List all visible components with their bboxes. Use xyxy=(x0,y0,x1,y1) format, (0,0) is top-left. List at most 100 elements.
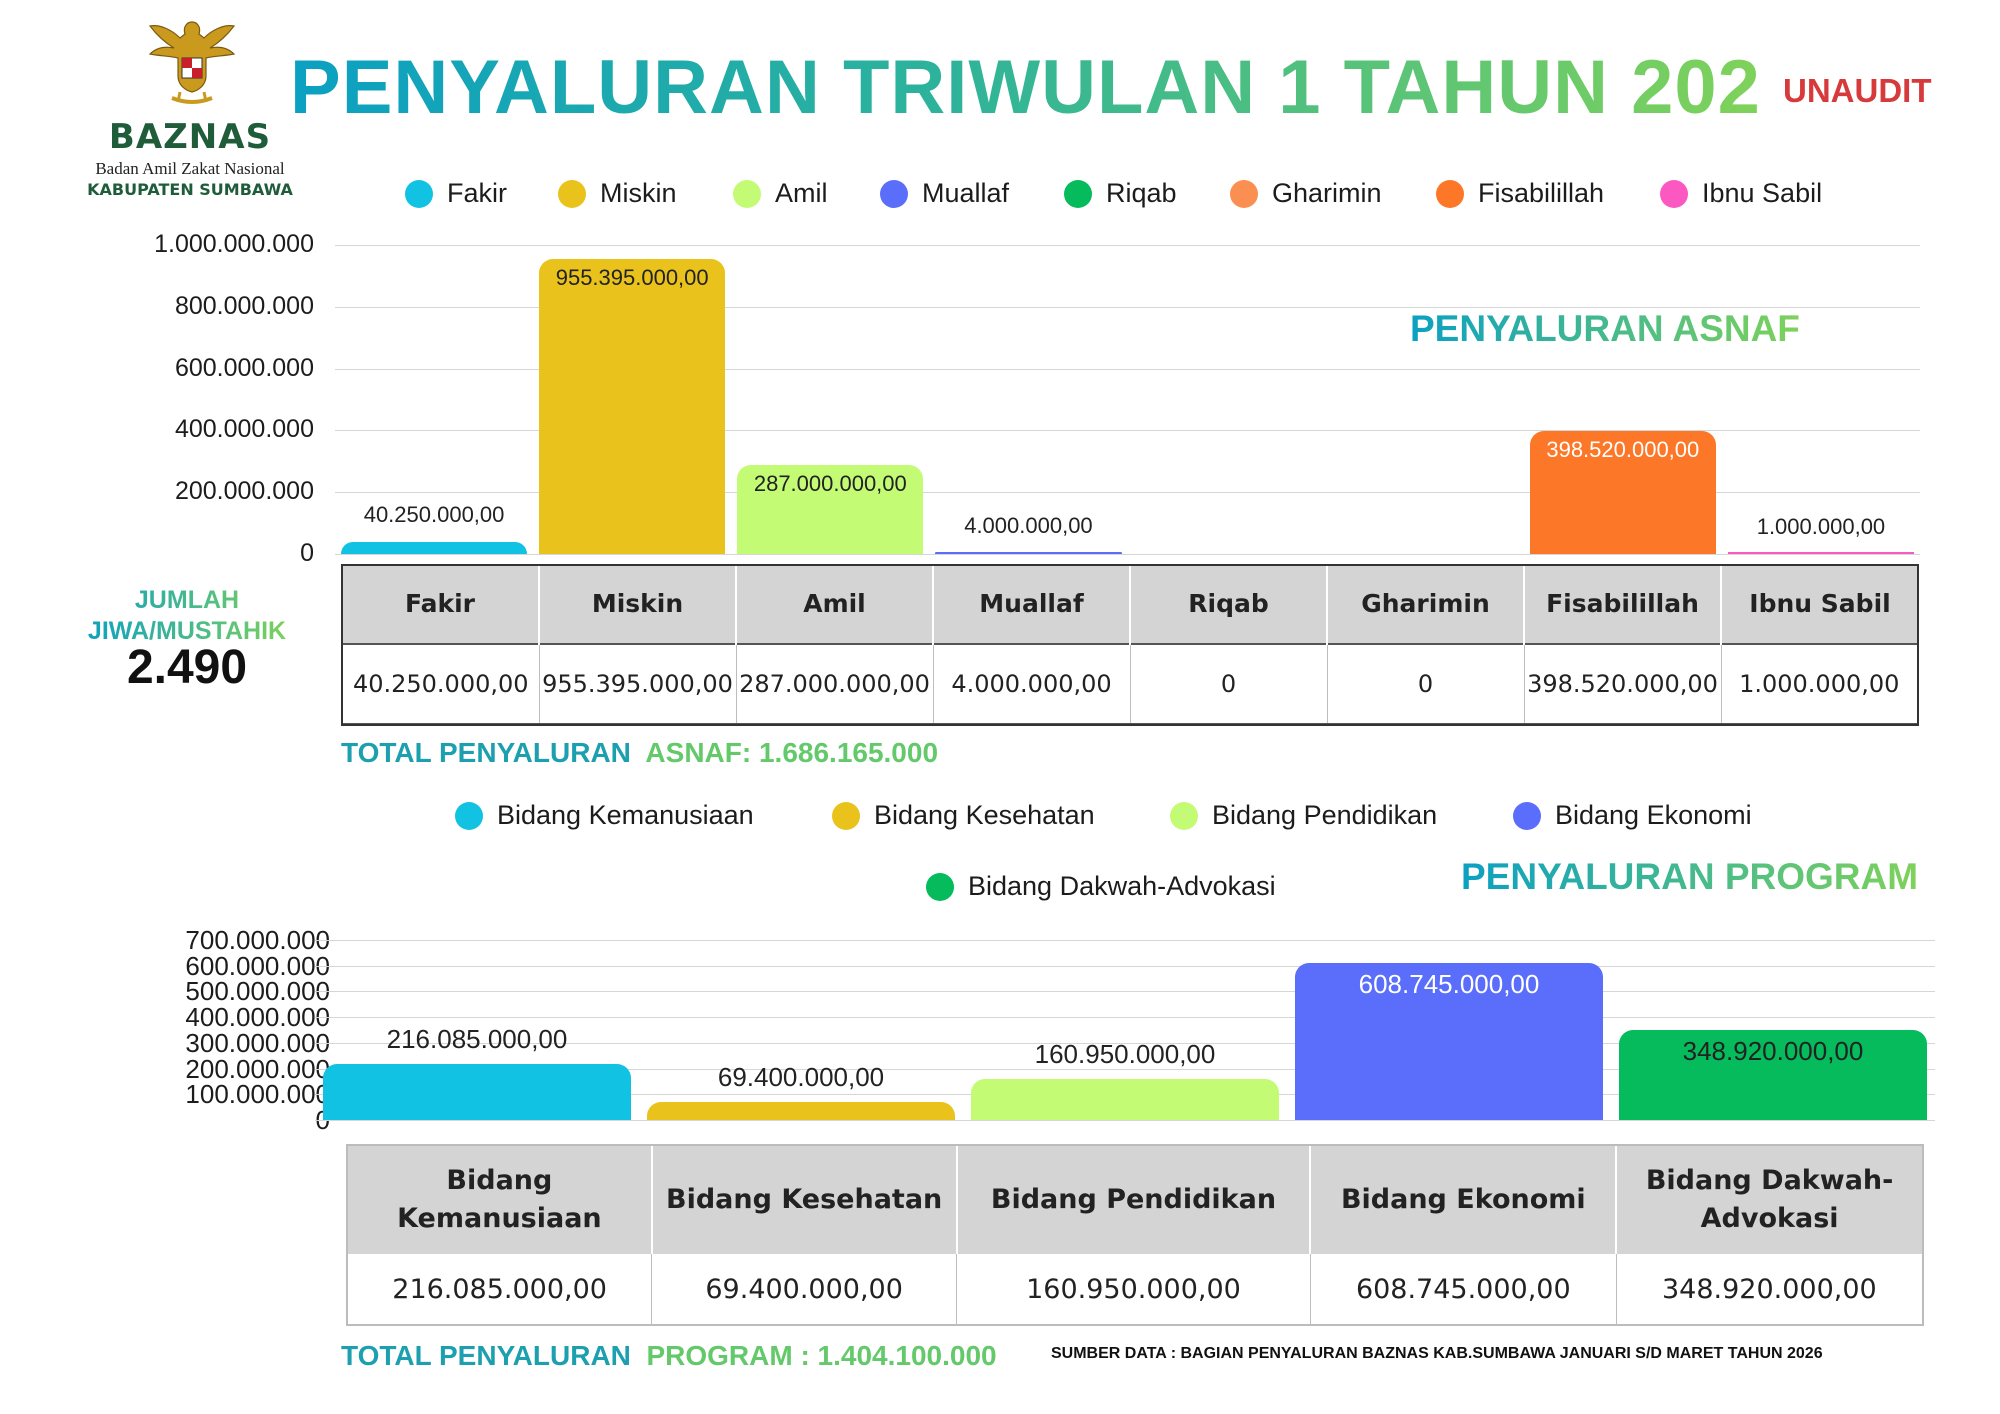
legend-marker xyxy=(926,872,954,901)
gridline xyxy=(315,965,1935,967)
program-total-label: TOTAL PENYALURAN xyxy=(341,1340,631,1371)
bar-fisabilillah xyxy=(1529,430,1716,554)
garuda-emblem-icon xyxy=(148,21,236,104)
table-header: Ibnu Sabil xyxy=(1721,564,1918,644)
table-cell: 69.400.000,00 xyxy=(651,1254,958,1324)
bar-fakir xyxy=(341,541,528,554)
table-cell: 0 xyxy=(1130,644,1328,724)
page-title: PENYALURAN TRIWULAN 1 TAHUN 2026 xyxy=(290,45,1805,130)
y-tick-label: 700.000.000 xyxy=(185,925,330,955)
y-tick-label: 0 xyxy=(300,539,314,567)
legend-item-ibnu-sabil: Ibnu Sabil xyxy=(1660,178,1822,209)
bar-value-label: 216.085.000,00 xyxy=(386,1024,568,1055)
gridline xyxy=(335,306,1920,308)
asnaf-total-label: TOTAL PENYALURAN xyxy=(341,737,631,768)
bar-value-label: 40.250.000,00 xyxy=(363,501,505,527)
y-tick-label: 400.000.000 xyxy=(185,1002,330,1033)
table-header: Bidang Dakwah-Advokasi xyxy=(1616,1146,1922,1254)
table-cell: 160.950.000,00 xyxy=(956,1254,1311,1324)
asnaf-total-value: ASNAF: 1.686.165.000 xyxy=(645,737,939,768)
table-header: Muallaf xyxy=(933,564,1131,644)
legend-marker xyxy=(832,801,860,830)
asnaf-table: Fakir Miskin Amil Muallaf Riqab Gharimin… xyxy=(341,564,1919,725)
table-header: Fisabilillah xyxy=(1524,564,1722,644)
bar-value-label: 160.950.000,00 xyxy=(1034,1038,1216,1069)
unaudit-badge: UNAUDIT xyxy=(1783,72,1932,109)
legend-marker xyxy=(558,179,586,208)
bar-bidang-dakwah-advokasi xyxy=(1619,1030,1927,1120)
table-header: Bidang Ekonomi xyxy=(1310,1146,1618,1254)
bar-muallaf xyxy=(935,552,1122,554)
table-cell: 4.000.000,00 xyxy=(933,644,1131,724)
legend-label: Bidang Kemanusiaan xyxy=(497,800,754,830)
bar-bidang-ekonomi xyxy=(1295,963,1603,1120)
legend-label: Amil xyxy=(775,178,828,208)
table-header: Amil xyxy=(736,564,934,644)
table-row: 216.085.000,00 69.400.000,00 160.950.000… xyxy=(348,1254,1922,1324)
y-tick-label: 200.000.000 xyxy=(185,1053,330,1084)
legend-label: Bidang Pendidikan xyxy=(1212,800,1438,830)
bar-miskin xyxy=(539,258,726,554)
bar-value-label: 348.920.000,00 xyxy=(1682,1036,1864,1067)
legend-label: Fisabilillah xyxy=(1478,178,1605,208)
table-cell: 40.250.000,00 xyxy=(342,644,540,724)
y-tick-label: 200.000.000 xyxy=(174,477,314,506)
legend-item-pendidikan: Bidang Pendidikan xyxy=(1170,800,1437,831)
logo-brand: BAZNAS xyxy=(108,117,272,157)
table-header: Bidang Kesehatan xyxy=(651,1146,958,1254)
legend-label: Muallaf xyxy=(922,178,1010,208)
legend-item-riqab: Riqab xyxy=(1064,178,1177,209)
legend-label: Bidang Kesehatan xyxy=(874,800,1095,830)
legend-item-fisabilillah: Fisabilillah xyxy=(1436,178,1604,209)
table-header: Gharimin xyxy=(1327,564,1525,644)
gridline xyxy=(335,554,1920,555)
y-tick-label: 600.000.000 xyxy=(174,353,314,382)
table-header-row: Fakir Miskin Amil Muallaf Riqab Gharimin… xyxy=(342,564,1918,644)
bar-bidang-kemanusiaan xyxy=(323,1064,631,1120)
legend-item-ekonomi: Bidang Ekonomi xyxy=(1513,800,1752,831)
source-note: SUMBER DATA : BAGIAN PENYALURAN BAZNAS K… xyxy=(1051,1345,1823,1362)
legend-marker xyxy=(1660,179,1688,208)
table-header-row: Bidang Kemanusiaan Bidang Kesehatan Bida… xyxy=(348,1146,1922,1254)
bar-value-label: 69.400.000,00 xyxy=(717,1062,885,1093)
gridline xyxy=(335,245,1920,246)
y-tick-label: 1.000.000.000 xyxy=(154,230,314,258)
gridline xyxy=(315,1120,1935,1121)
bar-amil xyxy=(737,465,924,554)
bar-value-label: 955.395.000,00 xyxy=(555,264,709,290)
gridline xyxy=(315,940,1935,941)
y-tick-label: 100.000.000 xyxy=(185,1079,330,1110)
program-table: Bidang Kemanusiaan Bidang Kesehatan Bida… xyxy=(348,1146,1922,1324)
legend-item-fakir: Fakir xyxy=(405,178,507,209)
logo-region: KABUPATEN SUMBAWA xyxy=(87,180,293,199)
table-cell: 955.395.000,00 xyxy=(539,644,737,724)
legend-item-dakwah: Bidang Dakwah-Advokasi xyxy=(926,871,1276,902)
legend-item-amil: Amil xyxy=(733,178,828,209)
table-cell: 1.000.000,00 xyxy=(1739,670,1900,698)
table-cell: 0 xyxy=(1327,644,1525,724)
jumlah-jiwa-value: 2.490 xyxy=(126,641,248,694)
bar-value-label: 4.000.000,00 xyxy=(964,512,1093,538)
table-header: Riqab xyxy=(1130,564,1328,644)
gridline xyxy=(315,1017,1935,1019)
gridline xyxy=(335,492,1920,494)
bar-value-label: 1.000.000,00 xyxy=(1756,513,1886,539)
table-header: Bidang Pendidikan xyxy=(956,1146,1312,1254)
legend-marker xyxy=(1513,801,1541,830)
legend-item-kesehatan: Bidang Kesehatan xyxy=(832,800,1095,831)
legend-marker xyxy=(733,179,761,208)
y-tick-label: 800.000.000 xyxy=(174,291,314,320)
jumlah-jiwa-label: JUMLAH JIWA/MUSTAHIK xyxy=(82,585,292,647)
table-header: Miskin xyxy=(539,564,737,644)
table-row: 40.250.000,00 955.395.000,00 287.000.000… xyxy=(342,644,1918,724)
gridline xyxy=(315,1042,1935,1044)
gridline xyxy=(315,1068,1935,1070)
table-header: Bidang Kemanusiaan xyxy=(348,1146,653,1254)
legend-marker xyxy=(880,179,908,208)
legend-item-muallaf: Muallaf xyxy=(880,178,1009,209)
baznas-logo: BAZNAS Badan Amil Zakat Nasional KABUPAT… xyxy=(70,14,310,199)
bar-ibnu-sabil xyxy=(1727,552,1914,554)
legend-marker xyxy=(455,801,483,830)
legend-label: Bidang Ekonomi xyxy=(1555,800,1752,830)
asnaf-total: TOTAL PENYALURAN ASNAF: 1.686.165.000 xyxy=(341,737,938,769)
